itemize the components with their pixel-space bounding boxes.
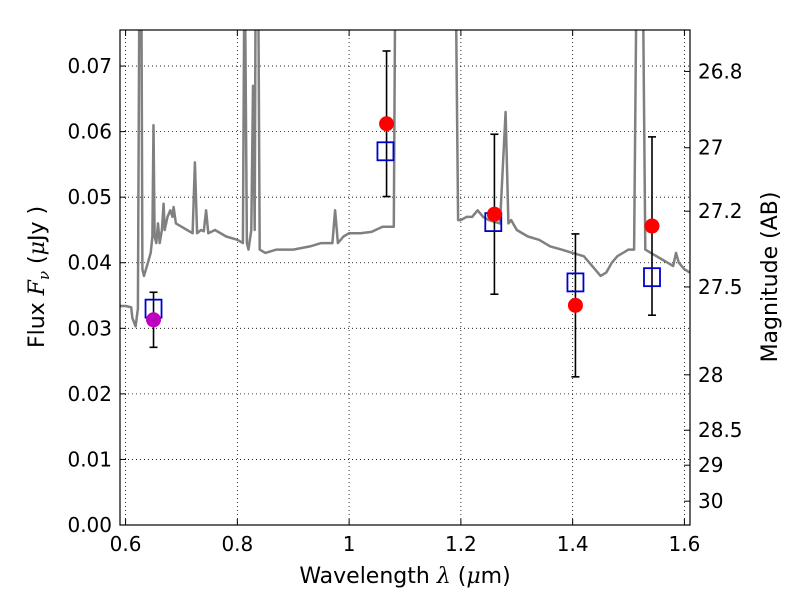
y2-axis-title: Magnitude (AB) [758,192,783,363]
y-axis-title: Flux Fν (μJy ) [25,206,53,348]
y2-tick-label: 27.5 [698,275,743,299]
y2-tick-label: 30 [698,489,723,513]
observed-flux-point [644,218,660,234]
x-tick-label: 1.2 [445,532,477,556]
y-tick-label: 0.00 [67,513,112,537]
y-tick-label: 0.02 [67,382,112,406]
model-photometry-square [376,141,395,162]
y2-tick-label: 27.2 [698,199,743,223]
model-photometry-square [643,267,661,288]
x-tick-label: 0.8 [221,532,253,556]
y2-tick-label: 29 [698,453,723,477]
observed-flux-point [567,297,583,313]
x-tick-label: 1.6 [669,532,701,556]
y-tick-label: 0.01 [67,447,112,471]
x-tick-label: 1 [343,532,356,556]
y-tick-label: 0.06 [67,120,112,144]
observed-flux-point [379,116,395,132]
x-axis-title: Wavelength λ (μm) [299,564,510,589]
observed-flux-point [486,206,502,222]
plot-area [120,30,690,378]
model-photometry-square [566,272,585,293]
y2-tick-label: 27 [698,136,723,160]
y-tick-label: 0.07 [67,54,112,78]
y-tick-label: 0.03 [67,316,112,340]
y2-tick-label: 26.8 [698,59,743,83]
y2-tick-label: 28.5 [698,418,743,442]
y-tick-label: 0.05 [67,185,112,209]
x-tick-label: 1.4 [557,532,589,556]
ticks: 0.6 0.8 1 1.2 1.4 1.6 0.00 0.01 0.02 0.03 0.04 0.05… [67,30,743,556]
y-tick-label: 0.04 [67,251,112,275]
model-spectrum-line [120,30,690,328]
y2-tick-label: 28 [698,363,723,387]
observed-flux-point [146,312,162,328]
x-tick-label: 0.6 [110,532,142,556]
plot-frame [119,29,691,526]
grid [120,30,690,525]
